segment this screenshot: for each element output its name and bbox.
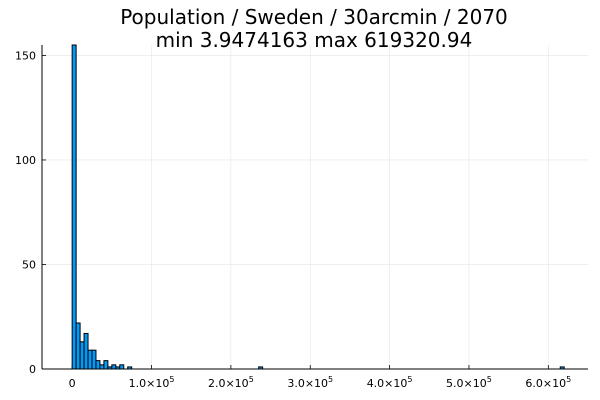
histogram-bar [79,341,85,370]
chart-title-line-1: Population / Sweden / 30arcmin / 2070 [120,5,508,29]
histogram-bar [71,44,77,370]
histogram-bar [87,349,93,370]
histogram-bar [119,364,125,370]
axes [41,45,588,370]
grid-lines [42,45,588,370]
histogram-bar [99,364,105,370]
y-tick-label: 50 [22,258,36,271]
x-tick-label: 0 [69,377,76,390]
y-tick-labels: 0 50 100 150 [15,49,36,376]
y-tick-label: 100 [15,154,36,167]
chart-title-line-2: min 3.9474163 max 619320.94 [156,28,473,52]
x-tick-label: 6.0×105 [525,375,571,390]
histogram-bar [91,349,97,370]
x-tick-label: 1.0×105 [129,375,175,390]
y-tick-label: 0 [29,363,36,376]
x-tick-label: 4.0×105 [367,375,413,390]
x-tick-label: 3.0×105 [287,375,333,390]
histogram-bar [83,332,89,370]
x-tick-label: 2.0×105 [208,375,254,390]
y-tick-label: 150 [15,49,36,62]
x-tick-label: 5.0×105 [446,375,492,390]
histogram-bar [95,360,101,370]
histogram-bars [71,44,565,370]
histogram-bar [111,364,117,370]
histogram-bar [75,322,81,370]
x-tick-labels: 0 1.0×105 2.0×105 3.0×105 4.0×105 5.0×105 6.0×… [69,375,572,390]
histogram-bar [103,360,109,370]
